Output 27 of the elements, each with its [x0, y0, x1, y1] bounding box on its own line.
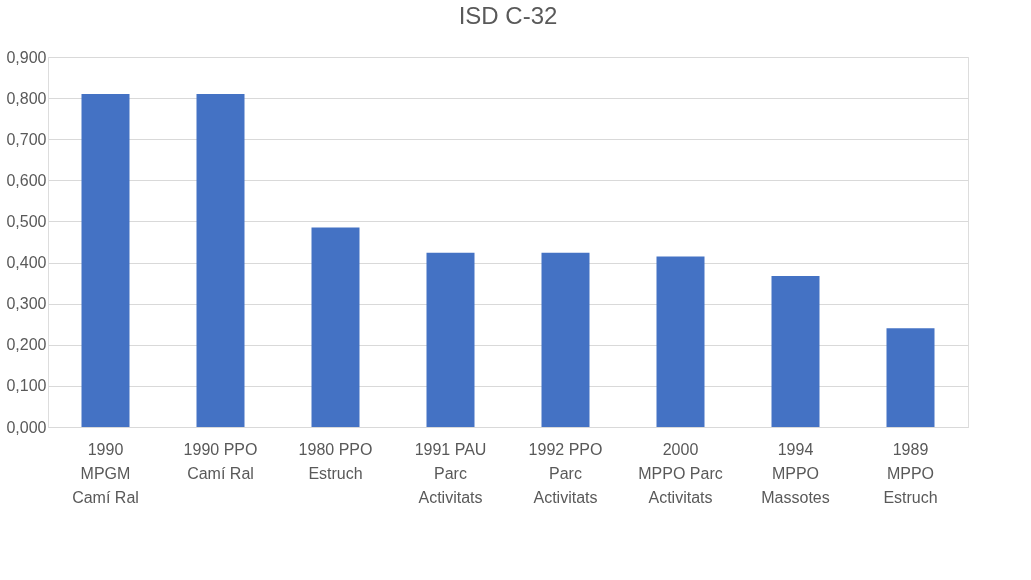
bar — [771, 276, 820, 427]
x-tick-label: 1990 PPO Camí Ral — [183, 440, 258, 482]
y-tick-label: 0,900 — [6, 48, 47, 66]
bar — [541, 252, 590, 427]
x-tick-label: 1991 PAU Parc Activitats — [414, 440, 487, 506]
y-tick-label: 0,300 — [6, 295, 47, 313]
bar — [311, 227, 360, 427]
bar — [886, 328, 935, 427]
x-tick-label: 1994 MPPO Massotes — [761, 440, 830, 506]
y-tick-label: 0,000 — [6, 418, 47, 436]
bar — [656, 256, 705, 427]
bar — [81, 94, 130, 427]
x-tick-label: 1990 MPGM Camí Ral — [72, 440, 139, 506]
y-tick-label: 0,600 — [6, 171, 47, 189]
y-tick-label: 0,100 — [6, 377, 47, 395]
x-tick-label: 2000 MPPO Parc Activitats — [638, 440, 723, 506]
x-tick-label: 1980 PPO Estruch — [298, 440, 373, 482]
x-tick-label: 1992 PPO Parc Activitats — [528, 440, 603, 506]
x-tick-label: 1989 MPPO Estruch — [883, 440, 938, 506]
y-tick-label: 0,700 — [6, 130, 47, 148]
y-tick-label: 0,200 — [6, 336, 47, 354]
y-tick-label: 0,500 — [6, 212, 47, 230]
y-tick-label: 0,400 — [6, 254, 47, 272]
bar — [196, 94, 245, 427]
chart-title: ISD C-32 — [458, 2, 558, 29]
y-tick-label: 0,800 — [6, 89, 47, 107]
bar — [426, 252, 475, 427]
